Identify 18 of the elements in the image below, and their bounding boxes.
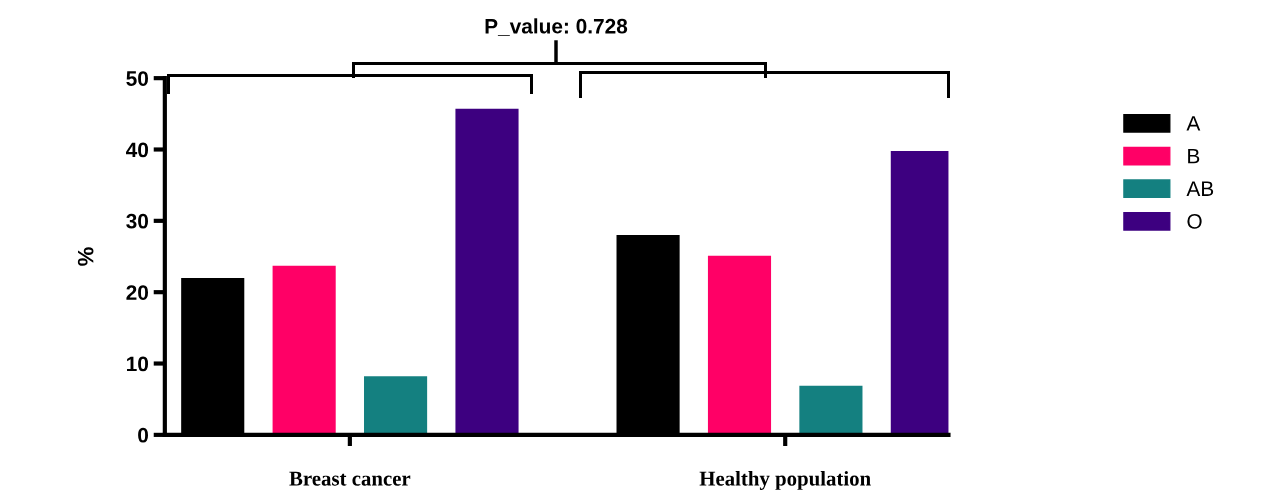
legend-label: B [1188,148,1200,164]
y-tick-label: 50 [126,71,149,86]
y-tick-label: 20 [126,285,149,300]
legend-label: A [1186,116,1201,131]
y-tick-label: 10 [127,356,149,372]
y-axis-title: % [77,247,94,266]
bar [707,255,772,435]
x-tick-label: Healthy population [699,470,871,490]
x-tick-label: Breast cancer [289,471,411,486]
text: P_value: 0.728 [485,18,628,36]
y-tick-label: 0 [138,427,149,443]
bar [799,385,863,435]
y-tick-label: 30 [126,213,149,229]
bar [272,265,336,435]
bar [364,376,428,435]
legend-label: O [1187,214,1202,229]
y-tick-label: 40 [126,142,149,158]
legend-label: AB [1186,181,1214,196]
